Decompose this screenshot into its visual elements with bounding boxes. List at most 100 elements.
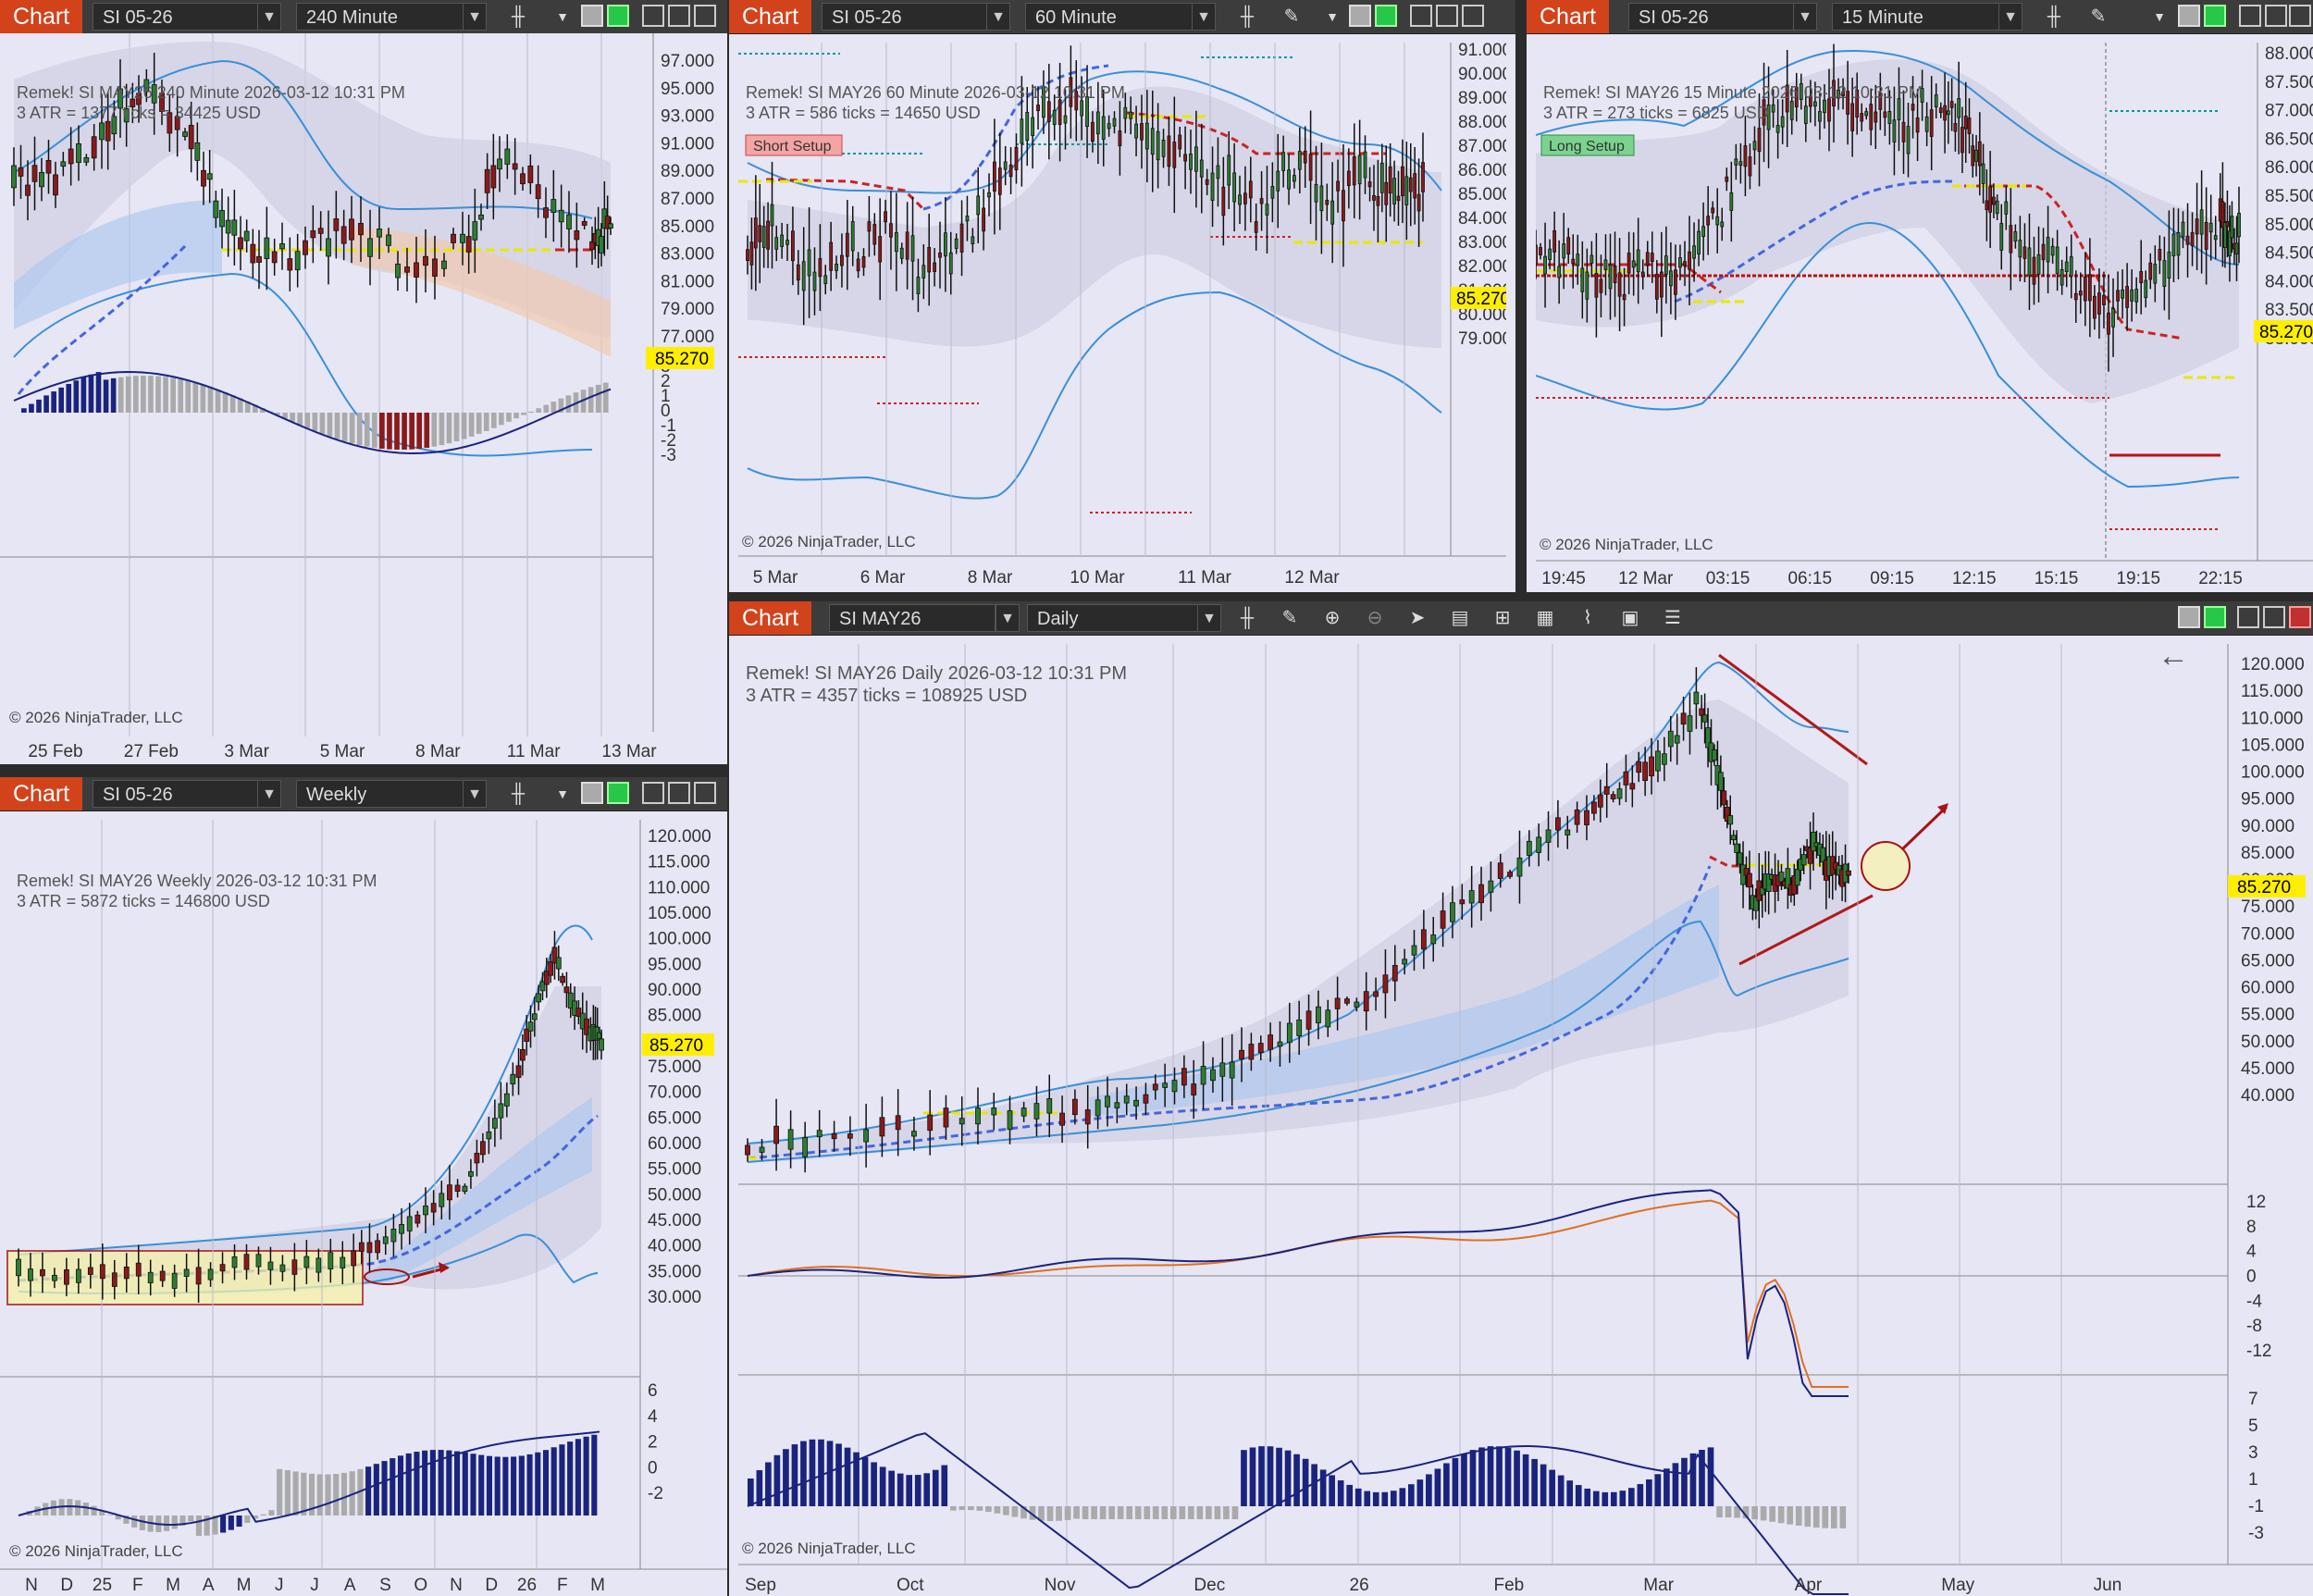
chart-tab[interactable]: Chart — [0, 0, 83, 33]
chart-plot[interactable]: 88.000 87.500 87.000 86.500 86.000 85.500 85.0… — [1536, 43, 2313, 592]
maximize-button[interactable] — [1436, 5, 1458, 27]
pencil-icon[interactable]: ✎ — [2090, 6, 2107, 27]
bar-type-icon[interactable]: ╫ — [1240, 6, 1255, 27]
more-dropdown-icon[interactable]: ▼ — [556, 786, 569, 801]
maximize-button[interactable] — [2263, 606, 2285, 628]
chart-plot[interactable]: 120.000 115.000 110.000 105.000 100.000 95.00… — [0, 820, 727, 1596]
instrument-selector[interactable]: SI 05-26 — [822, 3, 988, 31]
maximize-button[interactable] — [2265, 5, 2287, 27]
link-green-button[interactable] — [607, 782, 629, 804]
osc-bar — [1003, 1506, 1009, 1516]
strategies-icon[interactable]: ⊞ — [1494, 608, 1511, 628]
candle-body — [243, 230, 250, 241]
chart-tab[interactable]: Chart — [729, 0, 812, 33]
calculator-icon[interactable]: ▣ — [1621, 608, 1639, 628]
chart-tab[interactable]: Chart — [729, 601, 812, 635]
instrument-selector[interactable]: SI 05-26 — [1628, 3, 1795, 31]
bar-type-icon[interactable]: ╫ — [511, 6, 526, 27]
instrument-dropdown-icon[interactable]: ▼ — [1793, 3, 1817, 31]
close-button[interactable] — [2289, 5, 2311, 27]
link-green-button[interactable] — [1375, 5, 1397, 27]
line-chart-icon[interactable]: ⌇ — [1583, 608, 1592, 628]
period-dropdown-icon[interactable]: ▼ — [1192, 3, 1216, 31]
candle-body — [1693, 691, 1700, 705]
instrument-selector[interactable]: SI MAY26 — [829, 604, 996, 632]
price-tick-label: 65.000 — [648, 1108, 701, 1128]
data-box-icon[interactable]: ▤ — [1451, 608, 1469, 628]
chart-plot[interactable]: 97.000 95.000 93.000 91.000 89.000 87.000 85.0… — [0, 33, 727, 764]
link-gray-button[interactable] — [2178, 606, 2200, 628]
link-gray-button[interactable] — [2178, 5, 2200, 27]
list-icon[interactable]: ☰ — [1664, 608, 1681, 628]
period-selector[interactable]: Daily — [1027, 604, 1221, 632]
period-dropdown-icon[interactable]: ▼ — [1197, 604, 1221, 632]
candle-body — [188, 125, 194, 150]
instrument-dropdown-icon[interactable]: ▼ — [986, 3, 1010, 31]
pencil-icon[interactable]: ✎ — [1283, 6, 1300, 27]
chart-tab[interactable]: Chart — [1527, 0, 1610, 33]
maximize-button[interactable] — [668, 5, 690, 27]
minimize-button[interactable] — [2239, 5, 2261, 27]
zoom-in-icon[interactable]: ⊕ — [1324, 608, 1341, 628]
osc-bar — [381, 1461, 388, 1516]
osc-bar — [178, 378, 184, 413]
maximize-button[interactable] — [668, 782, 690, 804]
more-dropdown-icon[interactable]: ▼ — [556, 9, 569, 24]
more-dropdown-icon[interactable]: ▼ — [2153, 9, 2166, 24]
link-green-button[interactable] — [607, 5, 629, 27]
link-green-button[interactable] — [2204, 606, 2226, 628]
time-tick-label: Oct — [897, 1576, 924, 1595]
osc-bar — [483, 413, 489, 431]
price-tick-label: 50.000 — [648, 1185, 701, 1205]
candle-body — [2032, 256, 2036, 285]
pointer-icon[interactable]: ➤ — [1409, 608, 1426, 628]
period-dropdown-icon[interactable]: ▼ — [1998, 3, 2022, 31]
candle-body — [1897, 98, 1901, 120]
period-selector[interactable]: 60 Minute — [1025, 3, 1216, 31]
pencil-icon[interactable]: ✎ — [1281, 608, 1298, 628]
candle-body — [225, 219, 231, 234]
candle-body — [1820, 847, 1826, 863]
instrument-dropdown-icon[interactable]: ▼ — [257, 3, 281, 31]
chart-plot[interactable]: 91.000 90.000 89.000 88.000 87.000 86.000 85.0… — [738, 43, 1506, 592]
bar-type-icon[interactable]: ╫ — [2047, 6, 2061, 27]
candle-body — [2148, 262, 2153, 280]
period-selector[interactable]: 240 Minute — [296, 3, 487, 31]
osc-bar — [390, 1458, 396, 1516]
candle-body — [1031, 117, 1035, 136]
period-dropdown-icon[interactable]: ▼ — [463, 780, 487, 808]
bar-type-icon[interactable]: ╫ — [1240, 608, 1255, 628]
chart-plot[interactable]: 120.000 115.000 110.000 105.000 100.000 95.00… — [738, 644, 2313, 1596]
minimize-button[interactable] — [2237, 606, 2259, 628]
more-dropdown-icon[interactable]: ▼ — [1326, 9, 1339, 24]
link-gray-button[interactable] — [1349, 5, 1371, 27]
link-green-button[interactable] — [2204, 5, 2226, 27]
back-arrow-icon[interactable]: ← — [2158, 644, 2189, 674]
osc-bar — [470, 1454, 476, 1516]
instrument-dropdown-icon[interactable]: ▼ — [257, 780, 281, 808]
candle-body — [472, 221, 478, 241]
instrument-selector[interactable]: SI 05-26 — [93, 780, 259, 808]
period-selector[interactable]: 15 Minute — [1832, 3, 2022, 31]
minimize-button[interactable] — [642, 5, 664, 27]
instrument-dropdown-icon[interactable]: ▼ — [996, 604, 1020, 632]
minimize-button[interactable] — [1410, 5, 1432, 27]
minimize-button[interactable] — [642, 782, 664, 804]
price-tick-label: 60.000 — [648, 1134, 701, 1154]
trailing-stop-red — [1709, 855, 1747, 868]
indicators-icon[interactable]: ▦ — [1536, 608, 1554, 628]
close-button[interactable] — [694, 782, 716, 804]
period-selector[interactable]: Weekly — [296, 780, 487, 808]
instrument-selector[interactable]: SI 05-26 — [93, 3, 259, 31]
close-button[interactable] — [2289, 606, 2311, 628]
candle-body — [2237, 213, 2241, 238]
link-gray-button[interactable] — [581, 782, 603, 804]
close-button[interactable] — [694, 5, 716, 27]
price-tick-label: 82.000 — [1458, 257, 1506, 277]
period-dropdown-icon[interactable]: ▼ — [463, 3, 487, 31]
close-button[interactable] — [1462, 5, 1484, 27]
chart-tab[interactable]: Chart — [0, 777, 83, 810]
bar-type-icon[interactable]: ╫ — [511, 784, 526, 804]
zoom-out-icon[interactable]: ⊖ — [1367, 608, 1383, 628]
link-gray-button[interactable] — [581, 5, 603, 27]
